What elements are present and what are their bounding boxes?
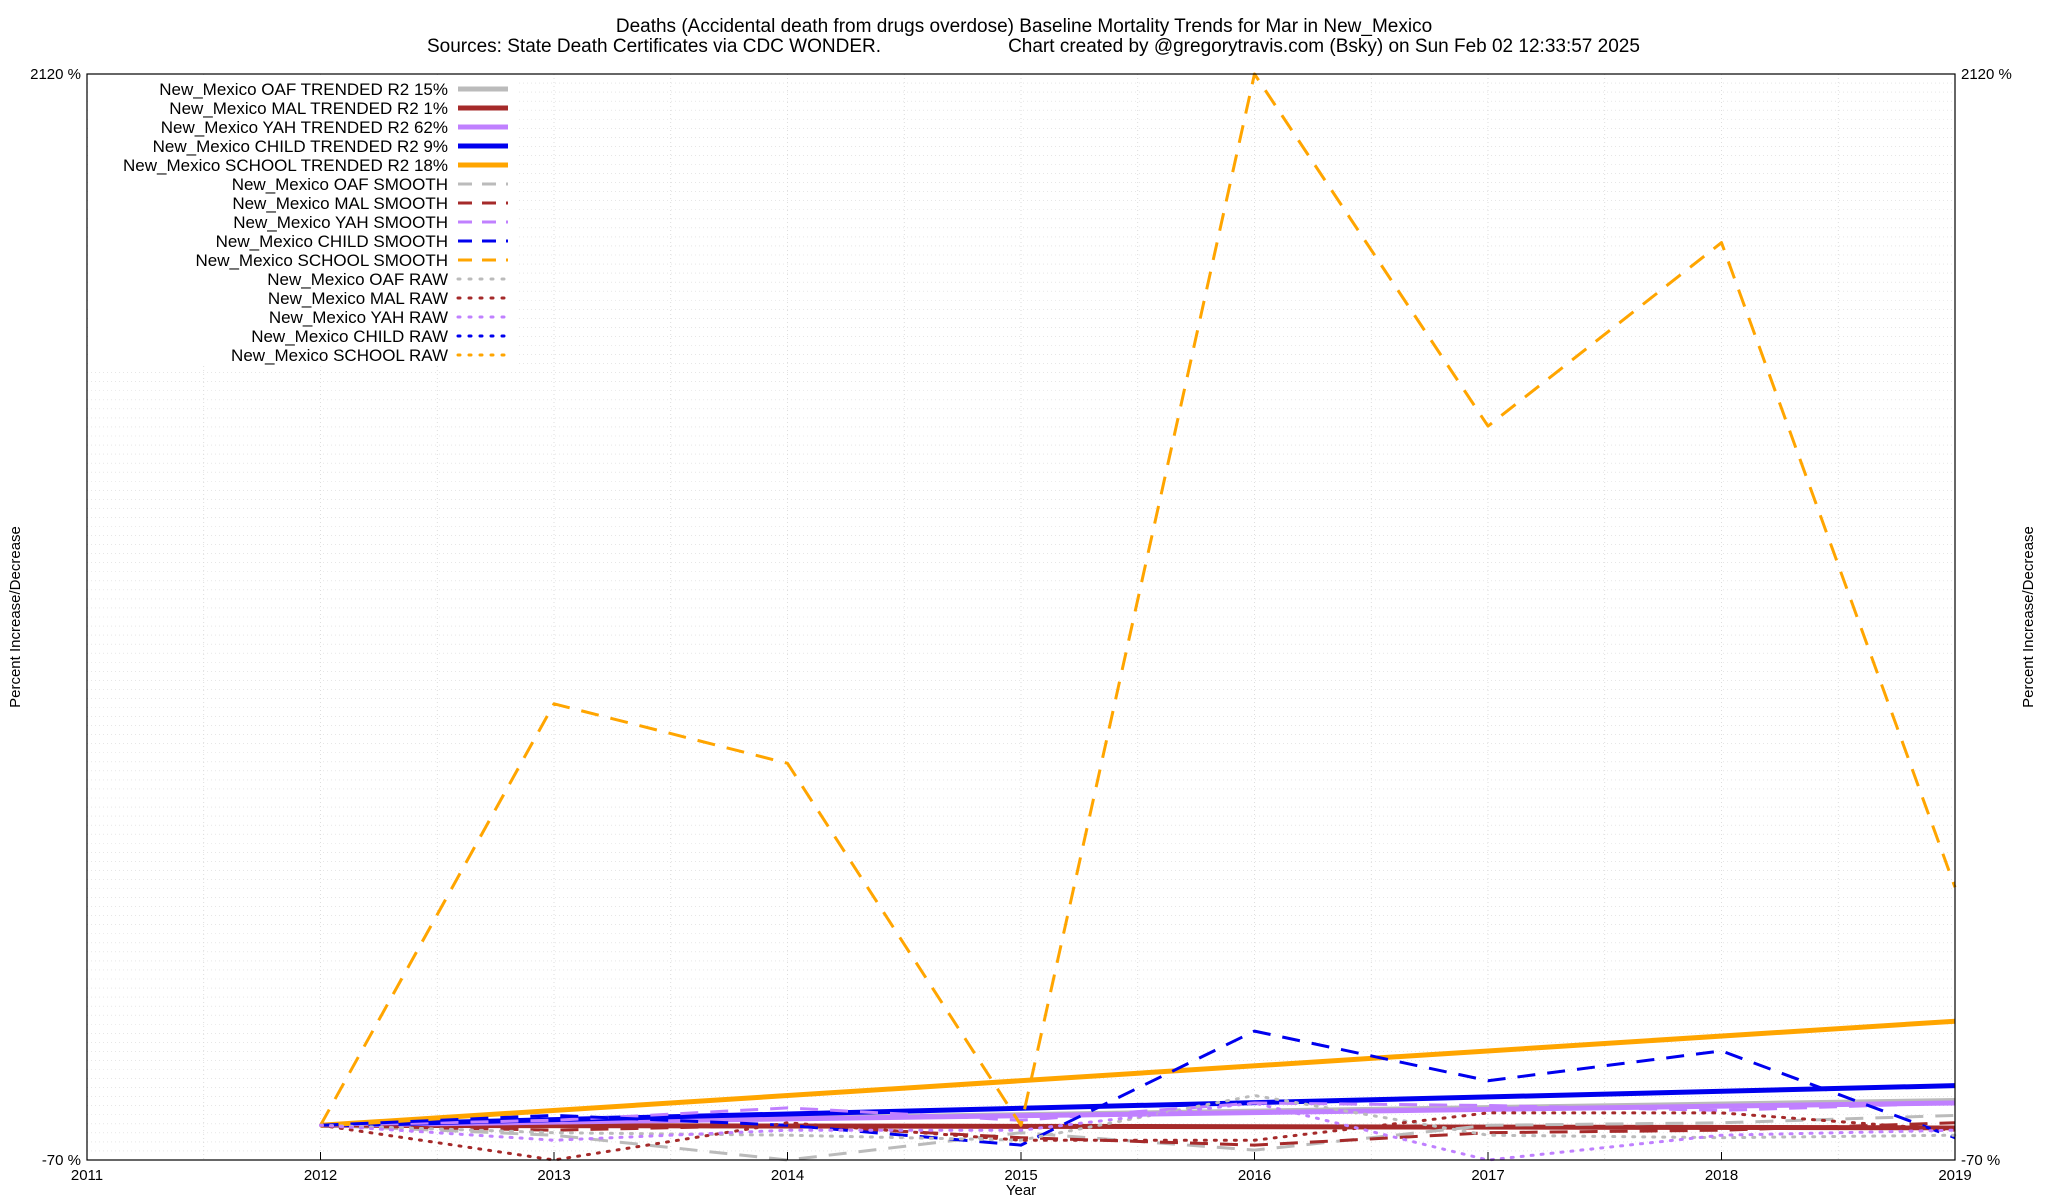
- x-tick-label: 2019: [1938, 1167, 1971, 1184]
- legend-label: New_Mexico OAF SMOOTH: [232, 175, 448, 194]
- x-tick-label: 2012: [304, 1167, 337, 1184]
- y-tick-labels: 2120 % 2120 % -70 % -70 %: [30, 66, 2012, 1169]
- legend-label: New_Mexico YAH TRENDED R2 62%: [161, 118, 448, 137]
- x-tick-label: 2011: [71, 1167, 103, 1184]
- series-lines: [319, 72, 1957, 1162]
- x-tick-label: 2017: [1471, 1167, 1504, 1184]
- legend-label: New_Mexico MAL TRENDED R2 1%: [169, 99, 448, 118]
- y-tick-label-right: -70 %: [1961, 1152, 2000, 1169]
- x-tick-label: 2013: [537, 1167, 570, 1184]
- legend-label: New_Mexico CHILD TRENDED R2 9%: [153, 137, 448, 156]
- series-line: [319, 1094, 1957, 1142]
- chart-subtitle-right: Chart created by @gregorytravis.com (Bsk…: [1008, 36, 1640, 57]
- series-line: [320, 1121, 1956, 1147]
- legend-label: New_Mexico YAH SMOOTH: [233, 213, 448, 232]
- legend-label: New_Mexico SCHOOL TRENDED R2 18%: [123, 156, 448, 175]
- y-axis-label-left: Percent Increase/Decrease: [7, 526, 24, 708]
- y-tick-label-right: 2120 %: [1961, 66, 2012, 83]
- legend-label: New_Mexico MAL SMOOTH: [232, 194, 448, 213]
- y-axis-label-right: Percent Increase/Decrease: [2020, 526, 2037, 708]
- x-tick-label: 2015: [1004, 1167, 1037, 1184]
- legend-label: New_Mexico YAH RAW: [269, 308, 448, 327]
- chart-title: Deaths (Accidental death from drugs over…: [616, 16, 1432, 37]
- series-line: [320, 1122, 1956, 1131]
- series-line: [320, 1100, 1956, 1128]
- legend-label: New_Mexico CHILD SMOOTH: [216, 232, 448, 251]
- y-tick-label-left: -70 %: [42, 1152, 81, 1169]
- series-line: [320, 1029, 1956, 1147]
- x-tick-labels: 2011 2012 2013 2014 2015 2016 2017 2018 2019: [71, 1152, 1972, 1184]
- chart-subtitle-left: Sources: State Death Certificates via CD…: [427, 36, 881, 57]
- x-tick-label: 2016: [1238, 1167, 1271, 1184]
- legend-label: New_Mexico OAF RAW: [267, 270, 448, 289]
- series-line: [319, 1101, 1957, 1162]
- legend-label: New_Mexico CHILD RAW: [251, 327, 448, 346]
- legend-label: New_Mexico MAL RAW: [268, 289, 448, 308]
- legend-label: New_Mexico OAF TRENDED R2 15%: [159, 80, 448, 99]
- legend-label: New_Mexico SCHOOL SMOOTH: [195, 251, 448, 270]
- x-axis-label: Year: [1006, 1182, 1036, 1199]
- x-tick-label: 2014: [771, 1167, 804, 1184]
- legend: New_Mexico OAF TRENDED R2 15%New_Mexico …: [88, 76, 518, 366]
- legend-background: [88, 76, 518, 366]
- y-tick-label-left: 2120 %: [30, 66, 81, 83]
- grid: [86, 73, 1956, 1161]
- x-tick-label: 2018: [1705, 1167, 1738, 1184]
- series-line: [319, 72, 1957, 1127]
- series-line: [319, 1111, 1957, 1162]
- legend-label: New_Mexico SCHOOL RAW: [231, 346, 448, 365]
- series-line: [320, 1018, 1956, 1128]
